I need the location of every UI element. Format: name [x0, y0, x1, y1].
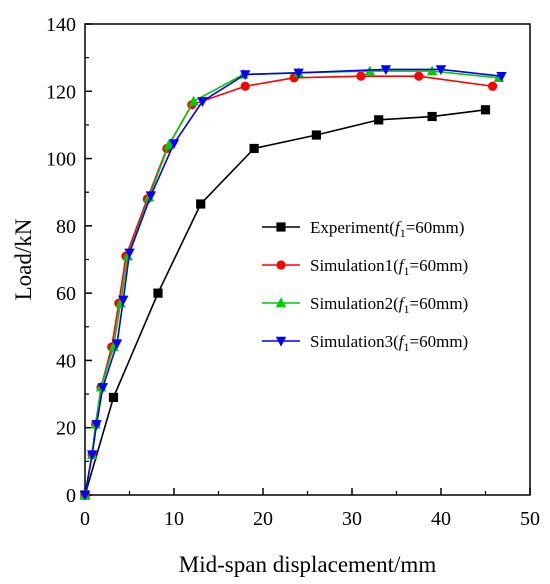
- circle-marker: [488, 81, 498, 91]
- legend-entry: Simulation1(f1=60mm): [262, 256, 468, 278]
- triangle-down-marker: [293, 68, 304, 79]
- triangle-down-marker: [118, 295, 129, 306]
- legend-entry: Simulation2(f1=60mm): [262, 294, 468, 316]
- x-axis-label: Mid-span displacement/mm: [179, 552, 437, 577]
- triangle-down-marker: [97, 383, 108, 393]
- triangle-down-marker: [86, 450, 98, 461]
- triangle-up-marker: [275, 297, 287, 308]
- square-marker: [108, 392, 119, 403]
- square-marker: [480, 105, 491, 115]
- triangle-down-marker: [111, 339, 123, 350]
- circle-marker: [414, 71, 424, 81]
- triangle-down-marker: [240, 70, 251, 81]
- triangle-down-marker: [275, 336, 287, 347]
- triangle-down-marker: [380, 65, 392, 76]
- square-marker: [153, 288, 163, 298]
- legend-label: Simulation2(f1=60mm): [310, 294, 468, 316]
- triangle-down-marker: [124, 248, 135, 259]
- y-tick-label: 60: [56, 283, 76, 305]
- x-tick-label: 20: [253, 508, 273, 530]
- triangle-down-marker: [496, 71, 507, 82]
- triangle-down-marker: [168, 139, 180, 150]
- y-tick-label: 40: [56, 350, 76, 372]
- square-marker: [311, 130, 321, 140]
- triangle-down-marker: [435, 65, 447, 76]
- square-marker: [374, 115, 384, 125]
- series-line: [84, 68, 502, 496]
- series-line: [84, 75, 493, 496]
- circle-marker: [240, 81, 250, 91]
- series-3: [79, 65, 505, 500]
- legend: Experiment(f1=60mm) Simulation1(f1=60mm) S…: [262, 218, 468, 354]
- square-marker: [276, 222, 286, 232]
- x-tick-label: 40: [431, 508, 451, 530]
- x-tick-label: 30: [342, 508, 362, 530]
- legend-label: Experiment(f1=60mm): [310, 218, 464, 240]
- series-2: [80, 71, 498, 500]
- triangle-up-marker: [122, 250, 133, 261]
- y-axis-label: Load/kN: [11, 218, 36, 300]
- legend-entry: Simulation3(f1=60mm): [262, 332, 468, 354]
- y-tick-label: 20: [56, 418, 76, 440]
- series-4: [79, 65, 507, 501]
- x-tick-label: 50: [520, 508, 540, 530]
- legend-entry: Experiment(f1=60mm): [262, 218, 464, 240]
- y-tick-label: 140: [46, 14, 76, 36]
- x-tick-label: 0: [80, 508, 90, 530]
- x-tick-label: 10: [164, 508, 184, 530]
- square-marker: [249, 143, 259, 154]
- y-tick-label: 0: [66, 485, 76, 507]
- triangle-down-marker: [145, 191, 157, 202]
- triangle-down-marker: [197, 97, 208, 107]
- series-line: [84, 70, 499, 496]
- y-tick-label: 100: [46, 149, 76, 171]
- axis-ticks: 0 10 20 30 40 50 0 20 40 60 80 100 120 140: [46, 14, 540, 530]
- triangle-down-marker: [79, 490, 91, 501]
- square-marker: [196, 199, 206, 209]
- triangle-up-marker: [163, 139, 174, 150]
- triangle-up-marker: [188, 95, 199, 106]
- series-lines: [79, 65, 507, 501]
- circle-marker: [356, 71, 366, 81]
- y-tick-label: 120: [46, 81, 76, 103]
- triangle-up-marker: [426, 65, 438, 76]
- y-tick-label: 80: [56, 216, 76, 238]
- legend-label: Simulation1(f1=60mm): [310, 256, 468, 278]
- triangle-down-marker: [91, 420, 102, 430]
- circle-marker: [276, 260, 286, 270]
- legend-label: Simulation3(f1=60mm): [310, 332, 468, 354]
- square-marker: [427, 111, 437, 122]
